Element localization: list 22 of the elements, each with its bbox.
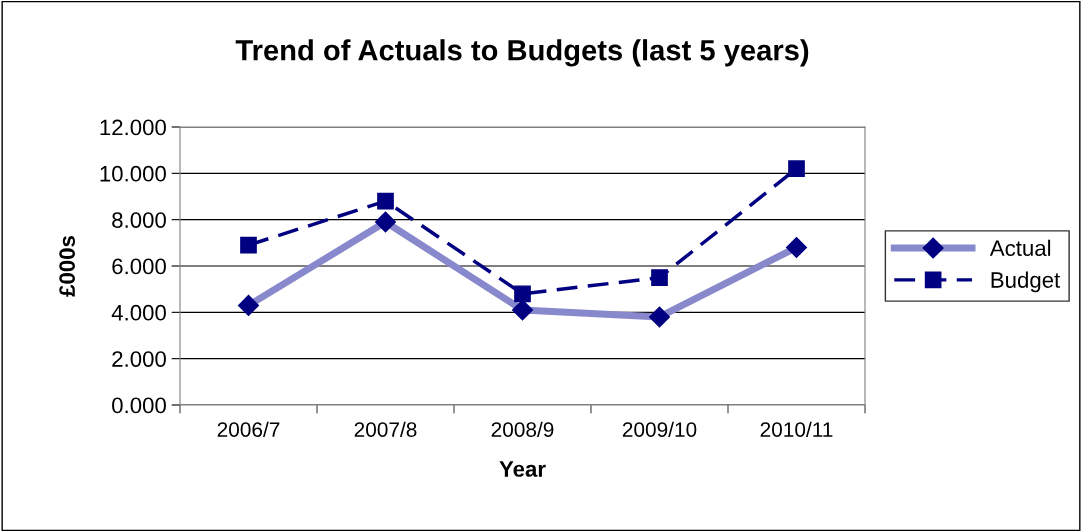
x-tick-label: 2008/9: [491, 421, 554, 437]
y-tick-label: 2.000: [112, 351, 166, 367]
point: [651, 269, 668, 286]
y-tick-label: 6.000: [112, 258, 166, 275]
legend-label: Budget: [991, 271, 1061, 293]
x-axis-title: Year: [499, 461, 546, 477]
chart-title: Trend of Actuals to Budgets (last 5 years): [235, 39, 809, 67]
x-tick-label: 2007/8: [354, 421, 417, 437]
y-tick-label: 0.000: [112, 397, 166, 414]
point: [514, 285, 531, 303]
y-tick-label: 4.000: [111, 304, 166, 321]
x-tick-label: 2010/11: [760, 421, 833, 437]
x-tick-label: 2009/10: [622, 421, 697, 437]
y-tick-label: 12.000: [100, 119, 166, 136]
y-tick-label: 10.000: [100, 165, 166, 182]
x-tick-label: 2006/7: [217, 421, 280, 437]
legend-label: Actual: [989, 239, 1051, 257]
point: [377, 192, 394, 210]
y-tick-label: 8.000: [112, 212, 166, 228]
point: [240, 236, 257, 254]
y-axis-title: £000s: [59, 236, 76, 297]
point: [788, 160, 805, 178]
